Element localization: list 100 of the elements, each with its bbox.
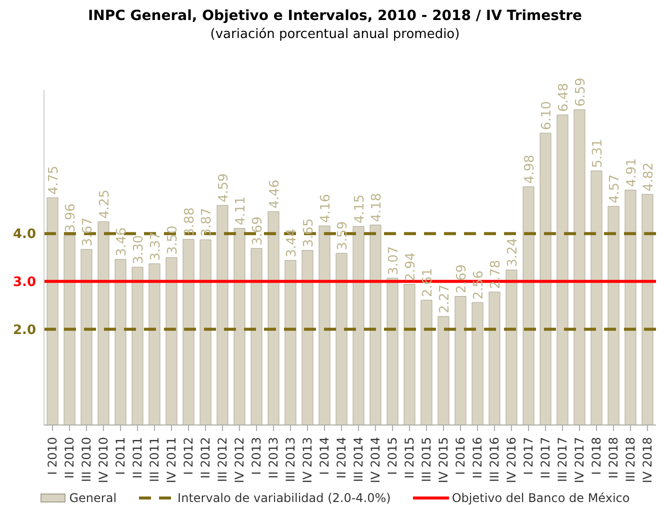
data-label: 3.87 [200, 208, 214, 237]
data-label: 5.31 [590, 138, 606, 168]
bar [370, 224, 382, 425]
data-label: 4.75 [46, 166, 62, 195]
bar [522, 186, 534, 425]
legend-label: General [68, 491, 117, 505]
data-label: 3.69 [250, 216, 266, 246]
x-tick-label: IV 2012 [232, 437, 246, 484]
x-tick-label: IV 2014 [368, 437, 382, 484]
x-tick-label: III 2014 [352, 437, 366, 482]
bar [148, 263, 160, 425]
data-label: 2.56 [472, 270, 486, 300]
data-label: 3.96 [64, 204, 78, 232]
data-label: 4.91 [624, 158, 640, 188]
bar [98, 221, 110, 425]
bar [268, 211, 280, 425]
bar [386, 278, 398, 425]
legend-label: Objetivo del Banco de México [450, 491, 630, 505]
data-label: 3.07 [386, 246, 402, 276]
x-tick-label: I 2010 [46, 437, 60, 475]
x-tick-label: I 2017 [522, 437, 536, 475]
data-label: 4.82 [642, 162, 656, 192]
bar [46, 197, 58, 425]
x-tick-label: II 2016 [470, 437, 484, 478]
x-tick-label: III 2018 [624, 437, 638, 482]
x-tick-label: I 2016 [454, 437, 468, 475]
bar [132, 266, 144, 425]
x-tick-label: IV 2011 [164, 437, 178, 484]
x-tick-label: II 2010 [62, 437, 76, 478]
bar [284, 260, 296, 425]
x-tick-label: III 2015 [420, 437, 434, 482]
bar [540, 132, 552, 425]
data-label: 4.46 [268, 180, 282, 209]
bar [336, 252, 348, 425]
x-tick-label: II 2013 [266, 437, 280, 478]
data-label: 3.30 [132, 235, 146, 264]
x-tick-label: II 2012 [198, 437, 212, 478]
x-tick-label: III 2012 [216, 437, 230, 482]
data-label: 4.25 [98, 190, 112, 219]
bar [608, 206, 620, 425]
data-label: 3.46 [114, 227, 130, 256]
x-tick-label: I 2018 [590, 437, 604, 475]
data-label: 3.88 [182, 207, 198, 236]
data-label: 3.44 [284, 228, 300, 258]
x-tick-label: II 2014 [334, 437, 348, 478]
data-label: 6.10 [540, 101, 554, 130]
x-tick-label: IV 2013 [300, 437, 314, 484]
bar [574, 109, 586, 425]
x-tick-label: III 2011 [148, 437, 162, 482]
x-tick-label: I 2012 [182, 437, 196, 475]
data-label: 3.65 [302, 218, 316, 248]
x-tick-label: III 2017 [556, 437, 570, 482]
data-label: 4.16 [318, 194, 334, 223]
bar [114, 259, 126, 425]
x-tick-label: IV 2010 [96, 437, 110, 484]
x-tick-label: IV 2015 [436, 437, 450, 484]
bar [352, 226, 364, 425]
data-label: 3.67 [80, 217, 96, 246]
y-tick-label: 2.0 [12, 322, 36, 338]
bar [642, 194, 654, 425]
bar [302, 250, 314, 425]
x-tick-label: II 2018 [606, 437, 620, 478]
data-label: 3.37 [148, 232, 164, 261]
x-tick-label: II 2015 [402, 437, 416, 478]
bar [250, 248, 262, 425]
data-label: 4.15 [352, 194, 368, 224]
x-tick-label: II 2011 [130, 437, 144, 478]
bar [200, 240, 212, 425]
x-tick-label: IV 2017 [572, 437, 586, 484]
x-tick-label: I 2014 [318, 437, 332, 475]
x-tick-label: III 2013 [284, 437, 298, 482]
data-label: 2.78 [488, 260, 504, 289]
bar [234, 228, 246, 425]
data-label: 2.69 [454, 264, 470, 294]
data-label: 2.27 [438, 284, 452, 314]
bar [624, 190, 636, 425]
x-tick-label: I 2015 [386, 437, 400, 475]
data-label: 2.61 [420, 268, 436, 298]
bar [438, 316, 450, 425]
bar [506, 270, 518, 425]
bar [182, 239, 194, 425]
x-tick-label: I 2011 [114, 437, 128, 475]
data-label: 4.59 [216, 173, 232, 202]
x-tick-label: II 2017 [538, 437, 552, 478]
data-label: 4.57 [608, 174, 622, 204]
bar [80, 249, 92, 425]
bar [590, 170, 602, 425]
bar [488, 292, 500, 425]
x-tick-label: III 2016 [488, 437, 502, 482]
bar [318, 226, 330, 425]
chart-subtitle: (variación porcentual anual promedio) [209, 27, 461, 42]
bar [472, 302, 484, 425]
data-label: 4.98 [522, 154, 538, 184]
x-tick-label: I 2013 [250, 437, 264, 475]
data-label: 3.24 [506, 238, 520, 267]
data-label: 6.59 [574, 78, 588, 107]
bar [404, 284, 416, 425]
data-label: 2.94 [404, 252, 418, 282]
x-tick-label: III 2010 [80, 437, 94, 482]
bar [216, 205, 228, 425]
